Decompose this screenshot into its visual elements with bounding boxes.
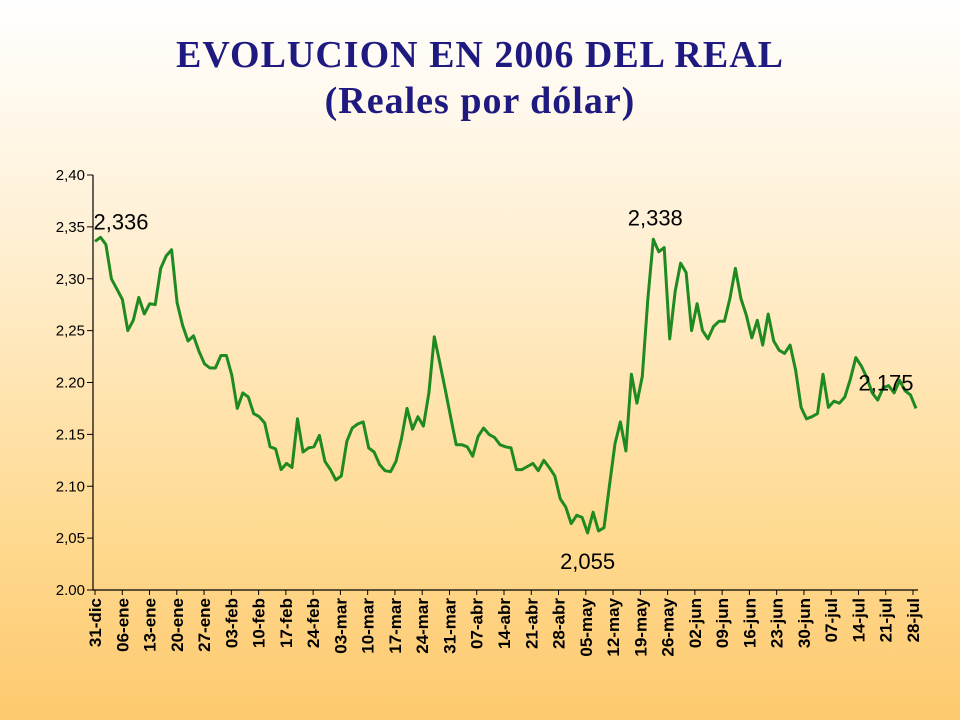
x-tick-label: 24-feb	[304, 598, 323, 648]
x-tick-label: 10-feb	[250, 598, 269, 648]
y-tick-label: 2,40	[56, 167, 85, 184]
x-tick-label: 07-abr	[468, 598, 487, 649]
data-label: 2,175	[858, 370, 913, 395]
y-tick-label: 2.15	[56, 426, 85, 443]
x-tick-label: 17-feb	[277, 598, 296, 648]
x-tick-label: 20-ene	[168, 598, 187, 652]
x-tick-label: 16-jun	[740, 598, 759, 648]
x-axis-ticks: 31-dic 06-ene 13-ene 20-ene 27-ene 03-feb 10-f…	[86, 590, 923, 657]
data-label: 2,336	[93, 209, 148, 234]
data-labels: 2,336 2,055 2,338 2,175	[93, 205, 913, 574]
x-tick-label: 31-dic	[86, 598, 105, 647]
y-tick-label: 2,30	[56, 271, 85, 288]
x-tick-label: 07-jul	[822, 598, 841, 642]
x-tick-label: 27-ene	[195, 598, 214, 652]
data-label: 2,338	[628, 205, 683, 230]
y-tick-label: 2,35	[56, 219, 85, 236]
x-tick-label: 14-jul	[849, 598, 868, 642]
x-tick-label: 30-jun	[795, 598, 814, 648]
y-tick-label: 2,05	[56, 530, 85, 547]
y-axis-ticks: 2.00 2,05 2.10 2.15 2.20 2,25 2,30 2,35 2,40	[56, 167, 93, 599]
x-tick-label: 19-may	[631, 597, 650, 656]
x-tick-label: 05-may	[577, 597, 596, 656]
x-tick-label: 02-jun	[686, 598, 705, 648]
data-label: 2,055	[560, 549, 615, 574]
x-tick-label: 10-mar	[359, 598, 378, 654]
x-tick-label: 13-ene	[141, 598, 160, 652]
x-tick-label: 03-feb	[222, 598, 241, 648]
x-tick-label: 06-ene	[113, 598, 132, 652]
x-tick-label: 24-mar	[413, 598, 432, 654]
x-tick-label: 17-mar	[386, 598, 405, 654]
x-tick-label: 26-may	[659, 597, 678, 656]
series-group	[94, 235, 918, 535]
x-tick-label: 23-jun	[768, 598, 787, 648]
title-block: EVOLUCION EN 2006 DEL REAL (Reales por d…	[0, 32, 960, 124]
axes	[92, 175, 918, 591]
x-tick-label: 31-mar	[440, 598, 459, 654]
y-tick-label: 2.00	[56, 582, 85, 599]
x-tick-label: 12-may	[604, 597, 623, 656]
y-tick-label: 2.20	[56, 375, 85, 392]
x-tick-label: 28-jul	[904, 598, 923, 642]
chart-title: EVOLUCION EN 2006 DEL REAL	[175, 34, 784, 76]
x-tick-label: 03-mar	[331, 598, 350, 654]
y-tick-label: 2,25	[56, 323, 85, 340]
series-line	[94, 235, 918, 535]
x-tick-label: 21-abr	[522, 598, 541, 649]
x-tick-label: 14-abr	[495, 598, 514, 649]
x-tick-label: 09-jun	[713, 598, 732, 648]
x-tick-label: 21-jul	[877, 598, 896, 642]
x-tick-label: 28-abr	[550, 598, 569, 649]
chart-subtitle: (Reales por dólar)	[324, 80, 636, 122]
y-tick-label: 2.10	[56, 478, 85, 495]
